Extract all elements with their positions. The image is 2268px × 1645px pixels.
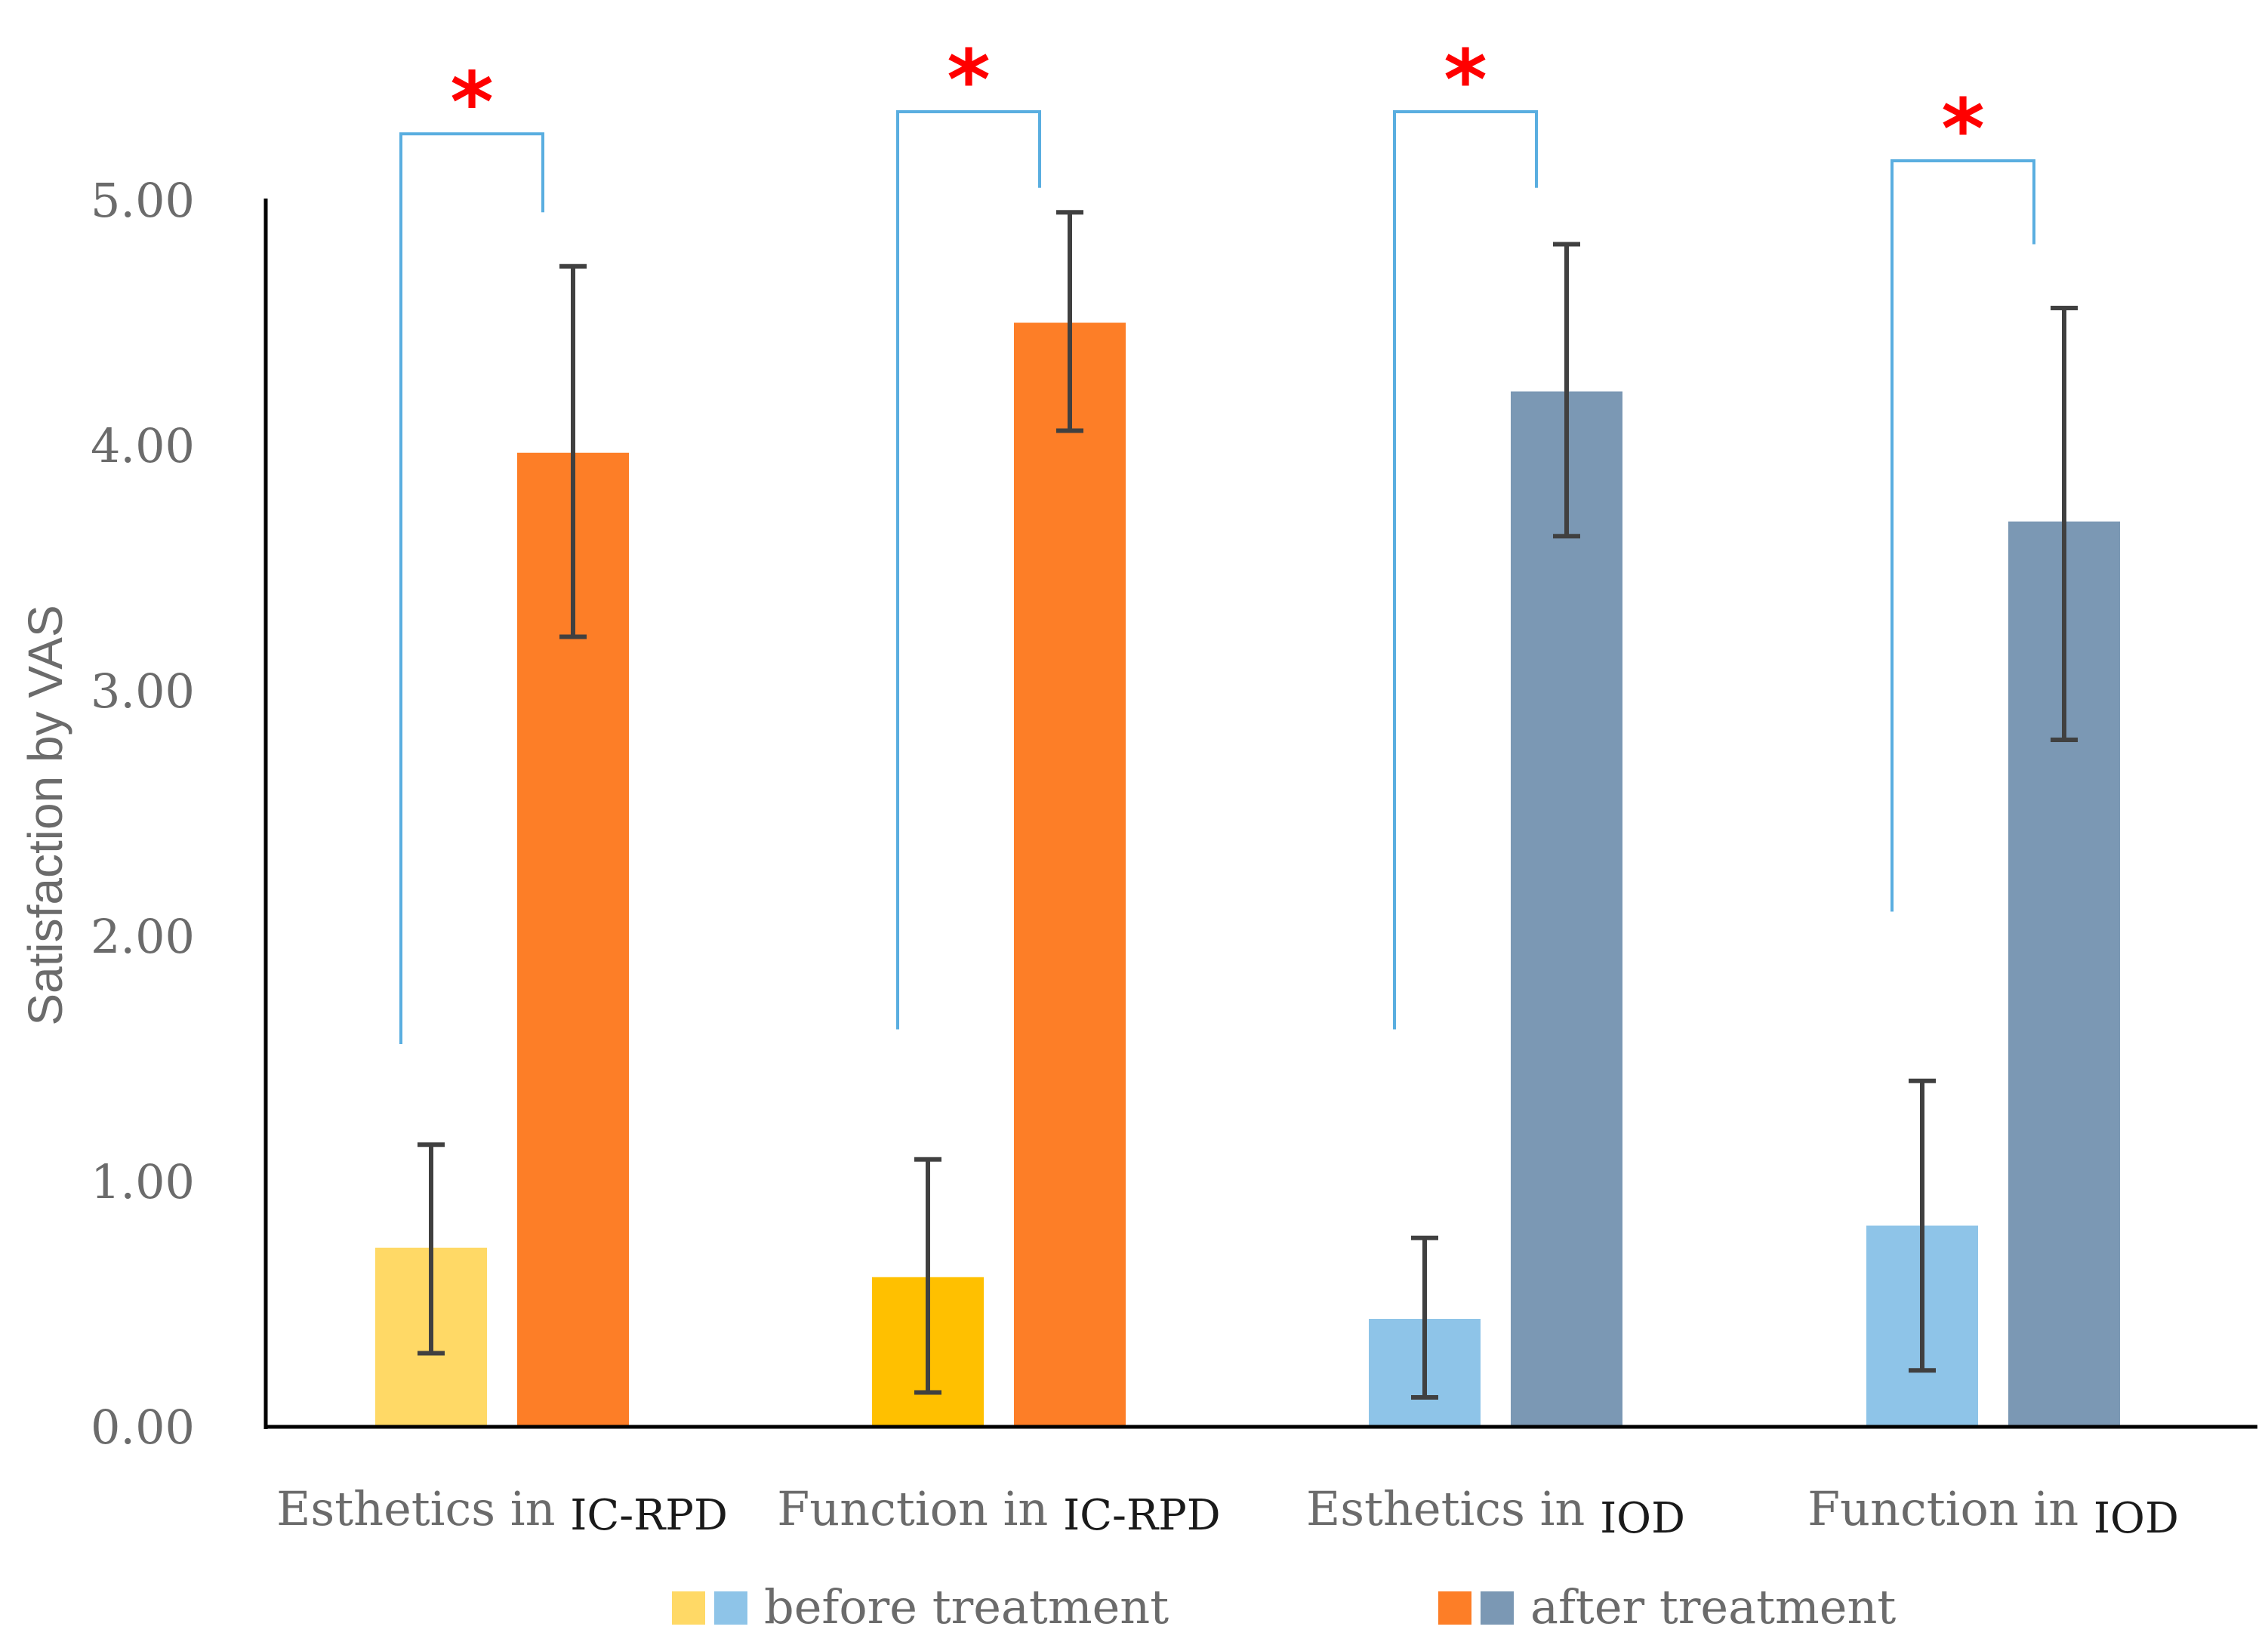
- significance-star: *: [1444, 32, 1487, 128]
- y-tick-label: 1.00: [91, 1154, 195, 1209]
- x-category-label: Esthetics in IC-RPD: [276, 1481, 728, 1540]
- significance-bracket: [1393, 110, 1538, 1030]
- x-category-label: Esthetics in IOD: [1306, 1481, 1685, 1543]
- bar-after-treatment: [1511, 391, 1622, 1427]
- axis-lines: [263, 199, 2257, 1429]
- y-tick-label: 0.00: [91, 1400, 195, 1455]
- significance-bracket: [399, 132, 544, 1044]
- y-axis: 0.00 1.00 2.00 3.00 4.00 5.00: [91, 173, 195, 1455]
- x-axis-labels: Esthetics in IC-RPD Function in IC-RPD Est…: [276, 1481, 2179, 1543]
- y-tick-label: 2.00: [91, 909, 195, 964]
- significance-star: *: [1941, 81, 1985, 177]
- legend: before treatment after treatment: [672, 1579, 1896, 1634]
- significance-star: *: [947, 32, 991, 128]
- bars: [375, 322, 2120, 1427]
- x-category-label: Function in IC-RPD: [777, 1481, 1220, 1540]
- x-category-main: Esthetics in: [276, 1481, 570, 1536]
- significance-star: *: [450, 54, 494, 150]
- x-category-label: Function in IOD: [1807, 1481, 2179, 1543]
- error-bars: [418, 210, 2078, 1400]
- y-axis-title: Satisfaction by VAS: [18, 605, 72, 1025]
- significance-bracket: [1891, 159, 2035, 912]
- x-category-main: Function in: [1807, 1481, 2094, 1536]
- y-tick-label: 4.00: [91, 418, 195, 473]
- x-category-suffix: IC-RPD: [570, 1491, 728, 1540]
- legend-label: before treatment: [764, 1579, 1169, 1634]
- legend-swatch: [1438, 1591, 1471, 1625]
- y-tick-label: 3.00: [91, 664, 195, 719]
- legend-swatch: [672, 1591, 705, 1625]
- y-tick-label: 5.00: [91, 173, 195, 228]
- significance-bracket: [896, 110, 1041, 1030]
- legend-swatch: [1481, 1591, 1514, 1625]
- x-category-main: Function in: [777, 1481, 1063, 1536]
- legend-swatch: [714, 1591, 747, 1625]
- x-category-main: Esthetics in: [1306, 1481, 1600, 1536]
- x-category-suffix: IOD: [1600, 1494, 1685, 1543]
- bar-after-treatment: [1014, 322, 1126, 1427]
- significance-brackets: * * * *: [399, 32, 2035, 1044]
- x-category-suffix: IC-RPD: [1063, 1491, 1221, 1540]
- x-category-suffix: IOD: [2094, 1494, 2179, 1543]
- legend-label: after treatment: [1530, 1579, 1896, 1634]
